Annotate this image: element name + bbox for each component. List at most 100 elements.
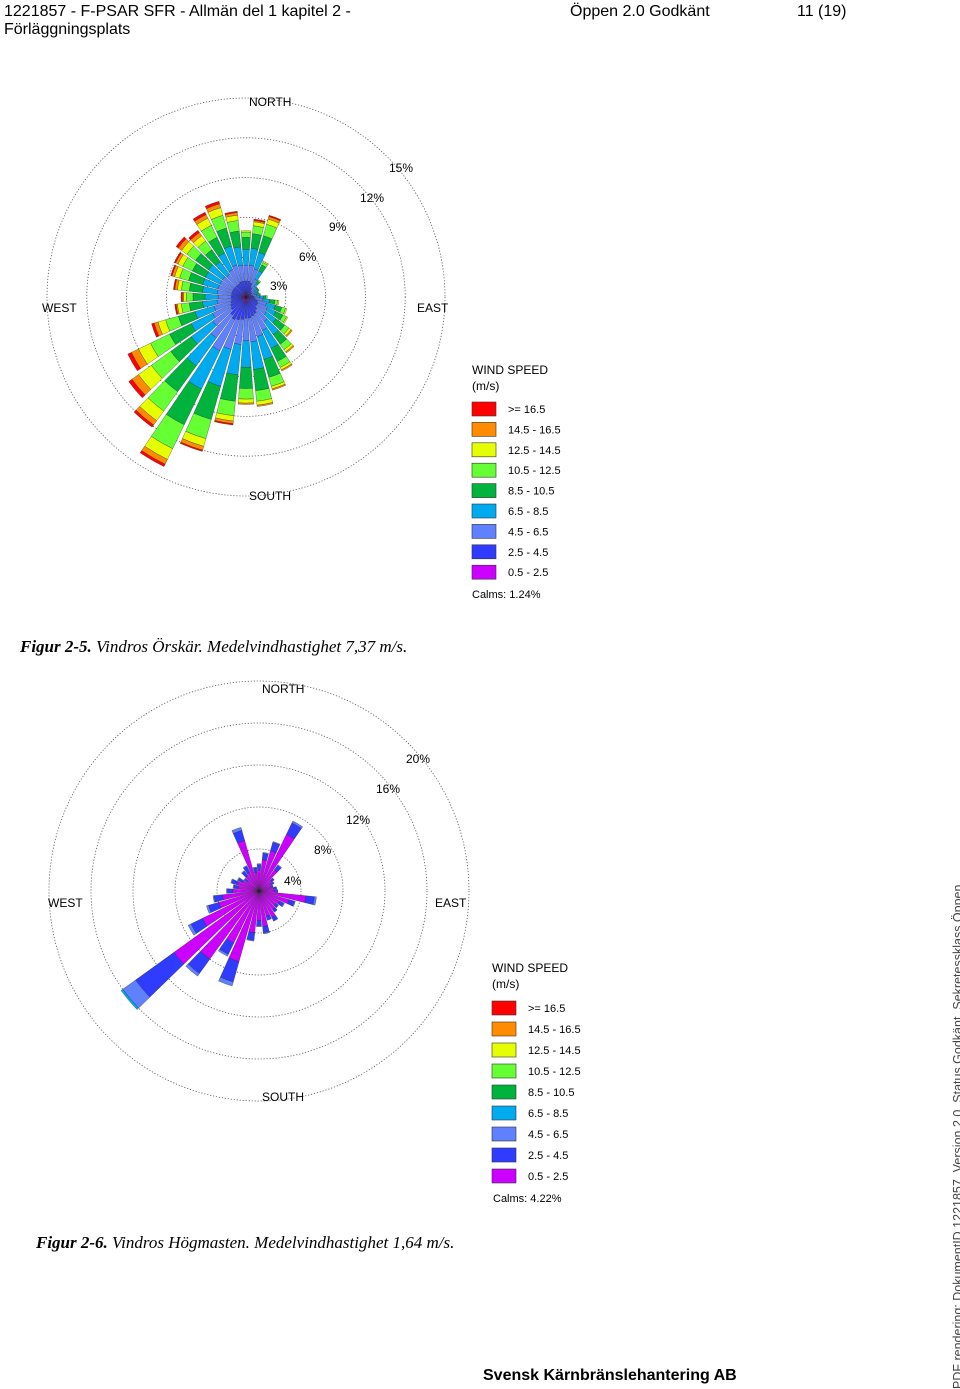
rose-segment (273, 886, 277, 890)
rose-segment (226, 888, 228, 894)
ring-label: 15% (389, 161, 413, 175)
rose-segment (256, 864, 262, 871)
grid-ring (48, 680, 470, 1102)
figure-caption-1: Figur 2-5. Vindros Örskär. Medelvindhast… (20, 637, 407, 657)
rose-segment (240, 230, 252, 233)
rose-segment (206, 905, 212, 914)
rose-segment (217, 294, 232, 300)
rose-segment (204, 293, 219, 301)
rose-segment (179, 442, 203, 452)
rose-segment (262, 852, 269, 855)
rose-segment (256, 920, 262, 926)
ring-label: 16% (376, 782, 400, 796)
rose-segment (238, 388, 254, 400)
document-title: 1221857 - F-PSAR SFR - Allmän del 1 kapi… (4, 3, 351, 20)
legend-title: WIND SPEED (492, 961, 568, 975)
legend-label: 8.5 - 10.5 (508, 486, 554, 498)
legend-label: 0.5 - 2.5 (528, 1171, 568, 1183)
rose-segment (277, 864, 282, 869)
rose-segment (291, 820, 303, 829)
rose-segment (151, 322, 160, 338)
legend-label: 2.5 - 4.5 (508, 547, 548, 559)
rose-segment (188, 230, 200, 241)
ring-label: 3% (270, 279, 288, 293)
rose-segment (256, 288, 260, 292)
rose-segment (304, 895, 315, 905)
grid-ring (46, 97, 446, 497)
rose-segment (257, 279, 262, 283)
rose-segment (281, 363, 293, 372)
wind-rose-figure-1: NORTH SOUTH EAST WEST 3% 6% 9% 12% 15% W… (42, 95, 561, 601)
ring-label: 12% (360, 191, 384, 205)
rose-segment (127, 352, 141, 372)
figure-caption-2: Figur 2-6. Vindros Högmasten. Medelvindh… (36, 1233, 454, 1253)
ring-label: 8% (314, 843, 332, 857)
rose-segment (243, 877, 247, 881)
legend-swatch (471, 422, 497, 437)
rose-segment (240, 340, 252, 368)
legend-swatch (491, 1063, 517, 1079)
rose-segment (253, 295, 260, 299)
rose-segment (270, 877, 275, 882)
caption-number: Figur 2-5. (20, 637, 92, 656)
legend-unit: (m/s) (472, 379, 499, 393)
rose-segment (242, 318, 250, 341)
rose-segment (226, 220, 240, 233)
calms-label: Calms: 4.22% (493, 1193, 562, 1205)
rose-segment (174, 303, 179, 315)
legend-swatch (491, 1000, 517, 1016)
legend-label: 10.5 - 12.5 (528, 1066, 581, 1078)
rose-segment (242, 865, 248, 869)
rose-segment (241, 870, 246, 874)
rose-segment (185, 963, 200, 977)
rose-segment (262, 853, 269, 861)
rose-segment (256, 925, 262, 927)
rose-segment (312, 896, 317, 906)
rose-segment (262, 925, 270, 933)
legend-swatch (491, 1084, 517, 1100)
rose-segment (285, 329, 293, 337)
page-number: 11 (19) (797, 3, 847, 20)
ring-label: 9% (329, 220, 347, 234)
rose-segment (213, 894, 224, 903)
west-label: WEST (48, 896, 83, 910)
calms-label: Calms: 1.24% (472, 589, 541, 601)
pdf-rendering-note: PDF rendering: DokumentID 1221857, Versi… (951, 884, 960, 1389)
document-status: Öppen 2.0 Godkänt (570, 3, 710, 20)
legend-swatch (491, 1168, 517, 1184)
rose-segment (283, 316, 289, 324)
rose-segment (120, 989, 139, 1010)
rose-segment (281, 902, 285, 908)
rose-segment (285, 345, 295, 354)
grid-ring (165, 216, 326, 377)
rose-segment (192, 211, 207, 222)
rose-segment (255, 286, 259, 290)
legend-swatch (491, 1147, 517, 1163)
ring-label: 6% (299, 250, 317, 264)
rose-segment (283, 308, 288, 315)
rose-segment (252, 866, 257, 869)
legend-title: WIND SPEED (472, 363, 548, 377)
rose-segment (237, 402, 255, 405)
caption-number: Figur 2-6. (36, 1233, 108, 1252)
grid-ring (126, 177, 366, 417)
legend-swatch (471, 401, 497, 417)
rose-segment (253, 867, 258, 873)
rose-segment (256, 291, 259, 294)
rose-segment (239, 366, 253, 389)
rose-segment (262, 260, 269, 266)
legend-label: 10.5 - 12.5 (508, 465, 561, 477)
north-label: NORTH (262, 682, 304, 696)
rose-segment (292, 900, 296, 907)
legend-label: 4.5 - 6.5 (528, 1129, 568, 1141)
rose-segment (174, 252, 182, 264)
footer-company: Svensk Kärnbränslehantering AB (483, 1367, 737, 1384)
rose-segment (180, 292, 183, 302)
legend-label: 0.5 - 2.5 (508, 567, 548, 579)
rose-segment (246, 931, 255, 941)
legend-swatch (491, 1105, 517, 1121)
rose-segment (243, 265, 249, 282)
legend-unit: (m/s) (492, 977, 519, 991)
rose-segment (218, 976, 234, 987)
rose-segment (128, 379, 146, 399)
